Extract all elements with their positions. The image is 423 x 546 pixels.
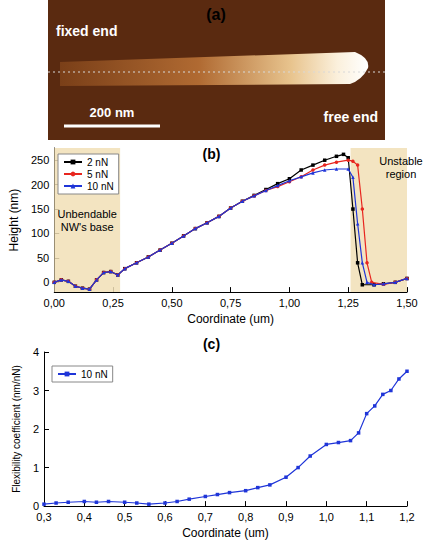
svg-text:0,9: 0,9	[278, 511, 293, 523]
svg-text:0,00: 0,00	[44, 297, 65, 309]
svg-text:Flexibility coefficient (nm/nN: Flexibility coefficient (nm/nN)	[11, 365, 22, 493]
svg-text:Unstable: Unstable	[379, 155, 422, 167]
svg-text:100: 100	[31, 227, 49, 239]
svg-text:0,75: 0,75	[220, 297, 241, 309]
svg-text:250: 250	[31, 154, 49, 166]
svg-text:1,1: 1,1	[359, 511, 374, 523]
svg-text:0,7: 0,7	[198, 511, 213, 523]
svg-text:(b): (b)	[203, 146, 221, 162]
svg-text:1,25: 1,25	[337, 297, 358, 309]
svg-text:Coordinate (um): Coordinate (um)	[187, 312, 274, 326]
svg-text:NW's base: NW's base	[61, 221, 114, 233]
svg-text:0,3: 0,3	[36, 511, 51, 523]
svg-text:4: 4	[33, 346, 39, 358]
svg-text:0: 0	[43, 276, 49, 288]
svg-text:1,50: 1,50	[396, 297, 417, 309]
svg-text:0,4: 0,4	[77, 511, 92, 523]
svg-text:2: 2	[33, 423, 39, 435]
svg-text:10 nN: 10 nN	[81, 369, 108, 380]
svg-text:1,00: 1,00	[279, 297, 300, 309]
svg-text:(a): (a)	[206, 6, 226, 23]
svg-text:200: 200	[31, 179, 49, 191]
svg-text:(c): (c)	[203, 336, 220, 352]
svg-text:50: 50	[37, 252, 49, 264]
svg-text:5 nN: 5 nN	[87, 169, 108, 180]
svg-text:0,8: 0,8	[238, 511, 253, 523]
svg-text:150: 150	[31, 203, 49, 215]
svg-text:0,50: 0,50	[161, 297, 182, 309]
svg-text:3: 3	[33, 385, 39, 397]
svg-text:200 nm: 200 nm	[90, 105, 135, 120]
svg-text:1,0: 1,0	[319, 511, 334, 523]
svg-text:10 nN: 10 nN	[87, 181, 114, 192]
svg-text:1: 1	[33, 462, 39, 474]
svg-text:0,25: 0,25	[102, 297, 123, 309]
svg-text:1,2: 1,2	[399, 511, 414, 523]
svg-text:Unbendable: Unbendable	[58, 208, 117, 220]
svg-text:free end: free end	[324, 109, 378, 125]
svg-text:2 nN: 2 nN	[87, 157, 108, 168]
svg-text:0,5: 0,5	[117, 511, 132, 523]
svg-text:Coordinate (um): Coordinate (um)	[182, 526, 269, 540]
svg-text:region: region	[386, 168, 417, 180]
svg-text:fixed end: fixed end	[56, 23, 117, 39]
svg-text:0: 0	[32, 500, 39, 513]
svg-text:0,6: 0,6	[157, 511, 172, 523]
svg-text:Height (nm): Height (nm)	[7, 189, 21, 252]
